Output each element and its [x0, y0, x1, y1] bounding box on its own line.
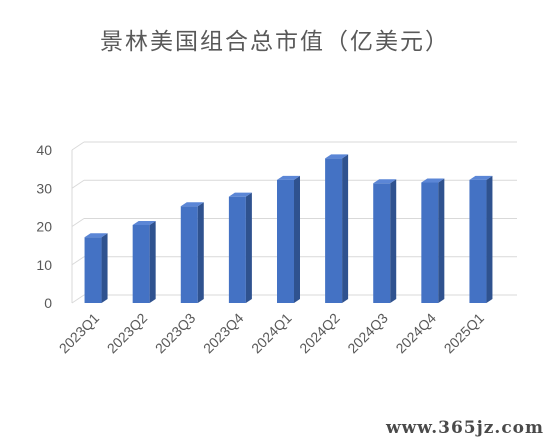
y-tick-label: 20: [36, 219, 52, 235]
y-tick-label: 30: [36, 180, 52, 196]
bar-side: [149, 220, 156, 303]
y-tick-label: 10: [36, 257, 52, 273]
x-tick-label: 2024Q1: [248, 310, 295, 357]
bar-front: [469, 179, 487, 303]
grid-diagonal: [71, 218, 85, 227]
x-tick-label: 2023Q4: [200, 310, 247, 357]
grid-diagonal: [71, 141, 85, 151]
bar-side: [390, 179, 397, 303]
bar-top: [277, 175, 300, 180]
bar-side: [101, 233, 108, 303]
x-tick-label: 2023Q3: [152, 310, 199, 357]
bar-top: [132, 220, 156, 225]
bar-front: [325, 158, 343, 303]
chart-title: 景林美国组合总市值（亿美元）: [100, 29, 450, 55]
x-tick-label: 2023Q2: [104, 310, 151, 357]
bar-top: [421, 178, 445, 183]
bar-front: [373, 183, 391, 303]
bar-top: [84, 233, 108, 238]
bar-top: [373, 179, 397, 184]
bar-side: [294, 175, 300, 303]
x-tick-label: 2024Q2: [296, 310, 343, 357]
bar-side: [245, 192, 252, 303]
bar-top: [180, 202, 204, 207]
bar-top: [469, 175, 493, 180]
bar-front: [228, 196, 246, 303]
x-tick-label: 2024Q3: [344, 310, 391, 357]
x-tick-label: 2025Q1: [441, 310, 488, 357]
bar-top: [325, 154, 349, 159]
y-tick-label: 0: [44, 295, 52, 311]
x-tick-label: 2024Q4: [392, 310, 439, 357]
bar-side: [486, 175, 493, 303]
bar-front: [180, 206, 198, 303]
bar-front: [84, 237, 102, 303]
grid-diagonal: [71, 294, 85, 304]
bar-side: [197, 202, 204, 303]
x-tick-label: 2023Q1: [56, 310, 103, 357]
y-tick-label: 40: [36, 142, 52, 158]
bar-front: [277, 179, 294, 303]
grid-diagonal: [71, 179, 85, 189]
bar-front: [132, 224, 150, 303]
watermark: www.365jz.com: [386, 418, 544, 438]
bar-front: [421, 182, 439, 303]
bar-side: [438, 178, 445, 303]
grid-diagonal: [71, 256, 85, 266]
bar-top: [228, 192, 252, 197]
bar-side: [342, 154, 349, 303]
